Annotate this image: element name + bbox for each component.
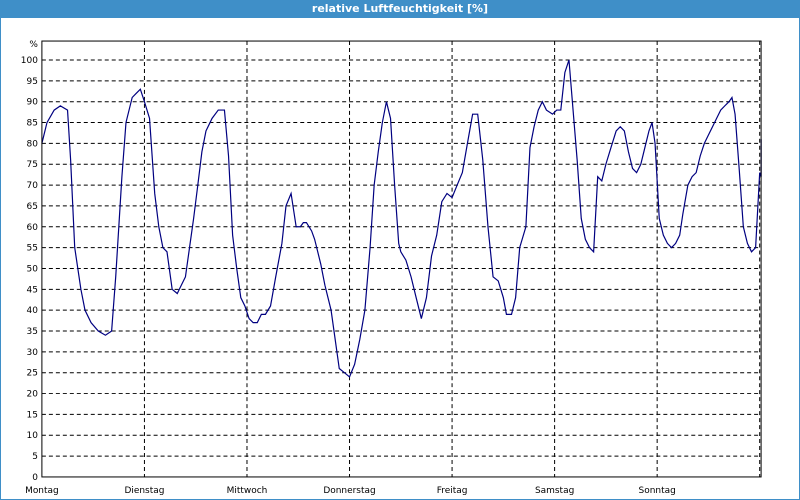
y-tick-label: 35	[26, 327, 37, 337]
y-tick-label: 90	[26, 98, 38, 108]
x-tick-weekday: Samstag	[535, 486, 574, 496]
y-tick-label: 60	[26, 223, 38, 233]
y-tick-label: 70	[26, 181, 38, 191]
x-tick-weekday: Freitag	[437, 486, 468, 496]
y-tick-label: 80	[26, 139, 38, 149]
x-tick-weekday: Sonntag	[639, 486, 676, 496]
x-tick-weekday: Montag	[25, 486, 59, 496]
x-tick-weekday: Donnerstag	[323, 486, 375, 496]
chart-grid	[41, 41, 762, 477]
x-tick-weekday: Mittwoch	[227, 486, 268, 496]
y-axis-label: %	[29, 40, 38, 50]
humidity-series-line	[41, 59, 762, 378]
y-tick-label: 75	[26, 160, 37, 170]
y-tick-label: 45	[26, 285, 37, 295]
y-tick-label: 40	[26, 306, 38, 316]
y-tick-label: 65	[26, 202, 37, 212]
y-tick-label: 15	[26, 410, 37, 420]
y-tick-label: 10	[26, 431, 38, 441]
x-axis: Montag14.06.21Dienstag15.06.21Mittwoch16…	[25, 486, 676, 496]
y-tick-label: 0	[32, 473, 38, 483]
y-tick-label: 55	[26, 244, 37, 254]
series-layer	[41, 59, 762, 378]
y-tick-label: 5	[32, 452, 38, 462]
y-tick-label: 50	[26, 264, 38, 274]
humidity-chart: 0 5 10 15 20 25 30 35 40 45 50 55 60 65 70 75 80 85 90 95 10…	[0, 18, 800, 500]
y-axis: 0 5 10 15 20 25 30 35 40 45 50 55 60 65 70 75 80 85 90 95 10…	[21, 40, 39, 483]
y-tick-label: 85	[26, 119, 37, 129]
y-tick-label: 100	[21, 56, 38, 66]
x-tick-weekday: Dienstag	[124, 486, 164, 496]
plot-frame	[41, 40, 762, 478]
y-tick-label: 95	[26, 77, 37, 87]
y-tick-label: 20	[26, 390, 38, 400]
y-tick-label: 30	[26, 348, 38, 358]
y-tick-label: 25	[26, 369, 37, 379]
chart-title: relative Luftfeuchtigkeit [%]	[0, 0, 800, 18]
